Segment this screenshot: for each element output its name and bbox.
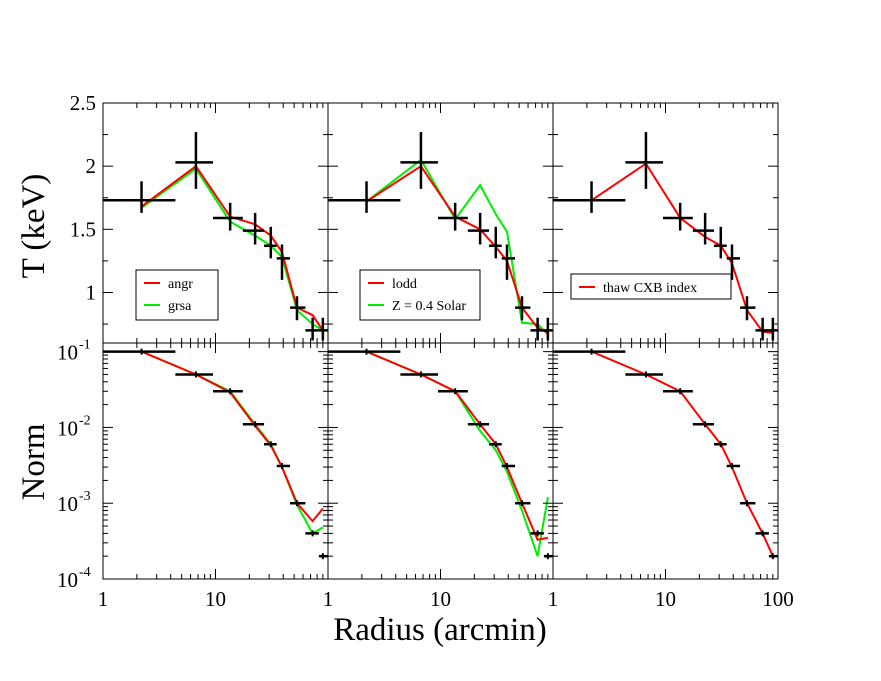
legend-box (359, 269, 481, 321)
x-tick-label: 1 (548, 587, 559, 611)
legend-label: thaw CXB index (603, 281, 697, 296)
legend-label: grsa (168, 299, 192, 314)
legend-label: lodd (392, 277, 417, 292)
y-tick-label-norm-base: 10 (57, 568, 78, 592)
y-axis-title-temperature: T (keV) (16, 174, 52, 279)
y-tick-label-norm-exponent: -4 (79, 565, 91, 580)
y-tick-label-norm-base: 10 (57, 341, 78, 365)
y-tick-label-norm-base: 10 (57, 492, 78, 516)
x-tick-label: 1 (323, 587, 334, 611)
legend-label: Z = 0.4 Solar (392, 299, 466, 314)
y-tick-label-temperature: 1.5 (70, 217, 96, 241)
y-tick-label-temperature: 1 (86, 280, 97, 304)
series-line-norm (591, 350, 774, 557)
x-tick-label: 100 (762, 587, 794, 611)
series-line-norm (141, 350, 324, 535)
legends: angr grsa lodd Z = 0.4 Solar thaw CXB index (135, 269, 732, 321)
legend-label: angr (168, 277, 193, 292)
x-tick-label: 10 (430, 587, 451, 611)
y-axis-title-norm: Norm (16, 423, 52, 500)
x-tick-label: 10 (205, 587, 226, 611)
series-line-norm (141, 350, 324, 523)
y-tick-label-norm-exponent: -1 (79, 338, 91, 353)
y-tick-label-norm-exponent: -2 (79, 413, 91, 428)
series-line-norm (366, 350, 549, 541)
x-tick-label: 10 (655, 587, 676, 611)
series-line-norm (366, 350, 549, 557)
y-tick-label-norm-base: 10 (57, 416, 78, 440)
panel-frame (552, 342, 779, 580)
legend-box (135, 269, 219, 321)
panel-frame (102, 342, 329, 580)
model-lines (140, 158, 774, 557)
legend-box (570, 273, 732, 300)
y-tick-label-temperature: 2 (86, 154, 97, 178)
y-tick-label-temperature: 2.5 (70, 91, 96, 115)
tick-marks (102, 102, 779, 580)
x-axis-title: Radius (arcmin) (333, 612, 547, 648)
panel-frame (327, 342, 554, 580)
y-tick-label-norm-exponent: -3 (79, 489, 91, 504)
series-line-t (365, 158, 549, 335)
x-tick-label: 1 (98, 587, 109, 611)
